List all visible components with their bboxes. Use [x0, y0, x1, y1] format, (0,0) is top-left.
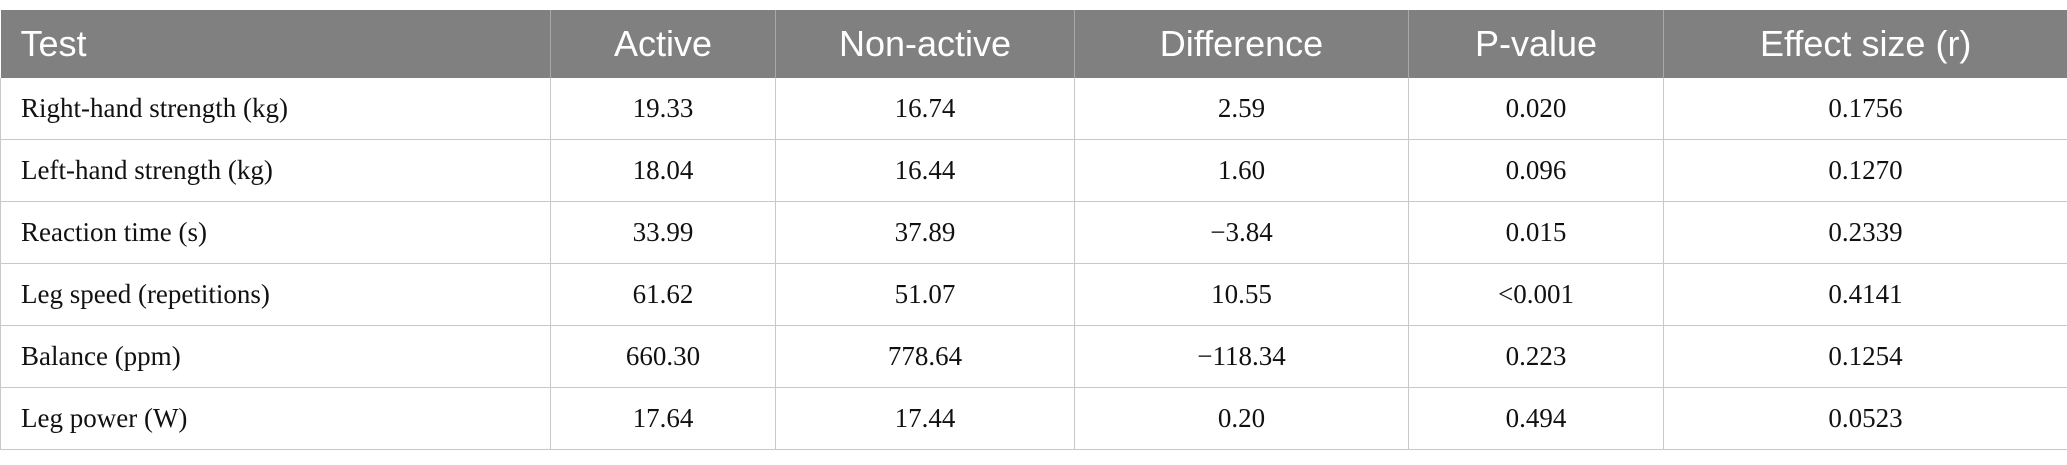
row-label: Leg power (W): [0, 387, 551, 450]
table-cell: 19.33: [550, 78, 776, 140]
table-row: Leg power (W) 17.64 17.44 0.20 0.494 0.0523: [0, 387, 2067, 450]
table-cell: 0.1756: [1663, 78, 2067, 140]
table-cell: 0.494: [1408, 387, 1664, 450]
table-cell: 0.015: [1408, 201, 1664, 264]
row-label: Right-hand strength (kg): [0, 78, 551, 140]
table-row: Right-hand strength (kg) 19.33 16.74 2.59 0.…: [0, 78, 2067, 140]
table-cell: 51.07: [775, 263, 1075, 326]
table-cell: 1.60: [1074, 139, 1409, 202]
table-cell: 2.59: [1074, 78, 1409, 140]
row-label: Left-hand strength (kg): [0, 139, 551, 202]
table-cell: 0.223: [1408, 325, 1664, 388]
table-cell: 0.0523: [1663, 387, 2067, 450]
header-row: Test Active Non-active Difference P-value Eff…: [0, 10, 2067, 78]
table-cell: 0.4141: [1663, 263, 2067, 326]
header-cell: P-value: [1408, 10, 1664, 78]
header-cell: Difference: [1074, 10, 1409, 78]
table-cell: 0.096: [1408, 139, 1664, 202]
row-label: Leg speed (repetitions): [0, 263, 551, 326]
row-label: Reaction time (s): [0, 201, 551, 264]
table-row: Leg speed (repetitions) 61.62 51.07 10.55 <0…: [0, 263, 2067, 326]
table-cell: 17.64: [550, 387, 776, 450]
table-cell: 0.1270: [1663, 139, 2067, 202]
table-cell: 778.64: [775, 325, 1075, 388]
header-cell: Effect size (r): [1663, 10, 2067, 78]
header-cell: Non-active: [775, 10, 1075, 78]
table-row: Balance (ppm) 660.30 778.64 −118.34 0.223 0.1…: [0, 325, 2067, 388]
table-row: Reaction time (s) 33.99 37.89 −3.84 0.015 0.2…: [0, 201, 2067, 264]
table-cell: 16.74: [775, 78, 1075, 140]
row-label: Balance (ppm): [0, 325, 551, 388]
table-cell: 33.99: [550, 201, 776, 264]
table-cell: 0.20: [1074, 387, 1409, 450]
table-cell: 18.04: [550, 139, 776, 202]
table-body: Right-hand strength (kg) 19.33 16.74 2.59 0.…: [0, 78, 2067, 450]
table-cell: 0.1254: [1663, 325, 2067, 388]
table-cell: 0.2339: [1663, 201, 2067, 264]
table-row: Left-hand strength (kg) 18.04 16.44 1.60 0.0…: [0, 139, 2067, 202]
table-cell: 660.30: [550, 325, 776, 388]
table-cell: −118.34: [1074, 325, 1409, 388]
table-cell: 0.020: [1408, 78, 1664, 140]
header-cell: Test: [0, 10, 551, 78]
table-cell: 17.44: [775, 387, 1075, 450]
table-cell: 16.44: [775, 139, 1075, 202]
table-cell: <0.001: [1408, 263, 1664, 326]
table-cell: 37.89: [775, 201, 1075, 264]
table-cell: 61.62: [550, 263, 776, 326]
results-table: Test Active Non-active Difference P-value Eff…: [0, 10, 2067, 450]
table-cell: −3.84: [1074, 201, 1409, 264]
table-cell: 10.55: [1074, 263, 1409, 326]
header-cell: Active: [550, 10, 776, 78]
